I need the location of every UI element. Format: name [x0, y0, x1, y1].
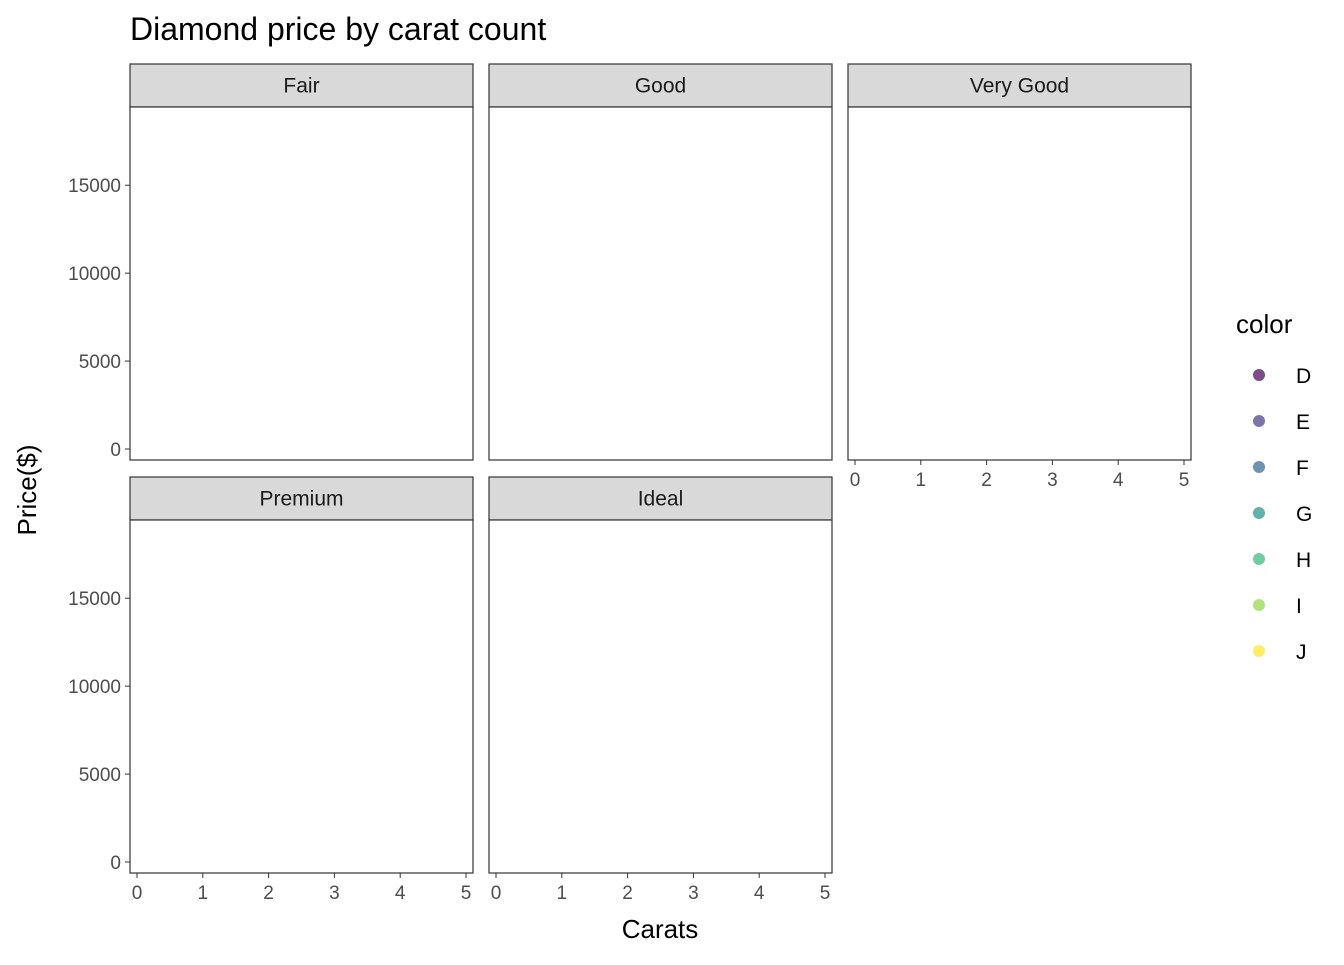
legend-label: G — [1296, 503, 1312, 526]
legend-label: D — [1296, 365, 1311, 388]
legend-label: F — [1296, 457, 1309, 480]
y-tick-label: 15000 — [68, 176, 121, 197]
x-tick-label: 3 — [329, 883, 340, 904]
legend-key — [1253, 461, 1265, 473]
y-axis: 0 5000 10000 15000 — [68, 176, 130, 461]
x-axis: 0 1 2 3 4 5 — [491, 873, 831, 904]
facet-panel-premium: Premium 0 5000 10000 15000 0 1 2 3 4 5 — [68, 476, 474, 904]
y-axis: 0 5000 10000 15000 — [68, 589, 130, 874]
x-tick-label: 2 — [981, 470, 992, 491]
x-tick-label: 5 — [820, 883, 831, 904]
y-tick-label: 0 — [110, 440, 121, 461]
facet-panel-fair: Fair 0 5000 10000 15000 — [68, 63, 474, 461]
legend-key — [1253, 599, 1265, 611]
facet-strip — [129, 476, 474, 521]
x-tick-label: 3 — [1047, 470, 1058, 491]
panel-border — [847, 106, 1192, 461]
panel-border — [129, 519, 474, 874]
x-tick-label: 4 — [754, 883, 765, 904]
legend-key — [1253, 553, 1265, 565]
facet-panel-ideal: Ideal 0 1 2 3 4 5 — [488, 476, 833, 904]
legend-label: E — [1296, 411, 1310, 434]
x-axis-title: Carats — [622, 914, 699, 944]
x-axis: 0 1 2 3 4 5 — [850, 460, 1190, 491]
facet-strip-label: Good — [635, 75, 686, 98]
facet-strip — [488, 63, 833, 108]
panel-border — [488, 519, 833, 874]
facet-strip — [129, 63, 474, 108]
x-tick-label: 4 — [395, 883, 406, 904]
x-tick-label: 2 — [622, 883, 633, 904]
y-tick-label: 5000 — [79, 352, 121, 373]
legend-key — [1253, 369, 1265, 381]
facet-strip-label: Fair — [283, 75, 319, 98]
x-tick-label: 1 — [557, 883, 568, 904]
y-axis-title: Price($) — [12, 444, 42, 535]
legend-item-G: G — [1253, 503, 1312, 526]
legend-label: I — [1296, 595, 1302, 618]
x-axis: 0 1 2 3 4 5 — [132, 873, 472, 904]
x-tick-label: 0 — [491, 883, 502, 904]
facet-strip-label: Premium — [259, 488, 343, 511]
legend-item-I: I — [1253, 595, 1302, 618]
y-tick-label: 10000 — [68, 264, 121, 285]
legend-key — [1253, 645, 1265, 657]
x-tick-label: 3 — [688, 883, 699, 904]
facet-panel-very-good: Very Good 0 1 2 3 4 5 — [847, 63, 1192, 491]
chart-title: Diamond price by carat count — [130, 11, 546, 47]
legend-label: J — [1296, 641, 1307, 664]
x-tick-label: 1 — [916, 470, 927, 491]
facet-panel-good: Good — [488, 63, 833, 461]
facet-strip — [488, 476, 833, 521]
legend-item-H: H — [1253, 549, 1311, 572]
legend-label: H — [1296, 549, 1311, 572]
legend-title: color — [1236, 309, 1293, 339]
x-tick-label: 5 — [461, 883, 472, 904]
panel-border — [488, 106, 833, 461]
facet-strip-label: Ideal — [638, 488, 684, 511]
y-tick-label: 10000 — [68, 677, 121, 698]
panel-border — [129, 106, 474, 461]
legend-item-D: D — [1253, 365, 1311, 388]
x-tick-label: 0 — [850, 470, 861, 491]
x-tick-label: 1 — [198, 883, 209, 904]
legend-key — [1253, 507, 1265, 519]
x-tick-label: 0 — [132, 883, 143, 904]
x-tick-label: 2 — [263, 883, 274, 904]
facet-strip-label: Very Good — [970, 75, 1069, 98]
legend-item-F: F — [1253, 457, 1309, 480]
legend-key — [1253, 415, 1265, 427]
x-tick-label: 4 — [1113, 470, 1124, 491]
y-tick-label: 0 — [110, 853, 121, 874]
legend-item-J: J — [1253, 641, 1307, 664]
x-tick-label: 5 — [1179, 470, 1190, 491]
y-tick-label: 5000 — [79, 765, 121, 786]
y-tick-label: 15000 — [68, 589, 121, 610]
legend-item-E: E — [1253, 411, 1310, 434]
